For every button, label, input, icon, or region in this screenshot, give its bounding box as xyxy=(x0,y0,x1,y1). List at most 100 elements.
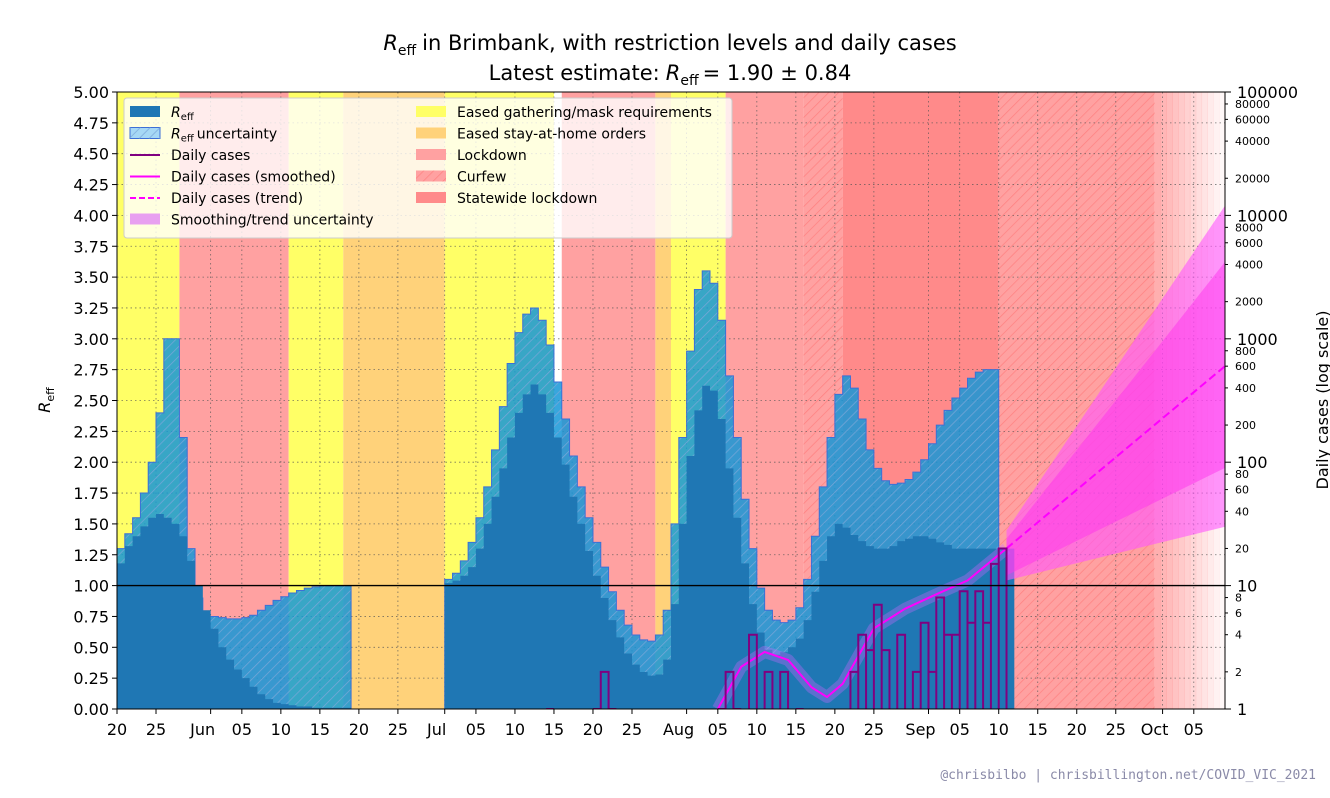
y-left-tick-label: 0.75 xyxy=(73,607,109,626)
y-right-minor-tick-label: 2000 xyxy=(1235,296,1263,309)
y-left-tick-label: 1.25 xyxy=(73,546,109,565)
x-tick-label: 10 xyxy=(271,720,291,739)
y-right-minor-tick-label: 8000 xyxy=(1235,221,1263,234)
legend-swatch-hatch xyxy=(130,127,160,139)
y-axis-left: 0.00 0.25 0.50 0.75 1.00 1.25 1.50 1.75 2.00 2.25… xyxy=(73,83,117,719)
x-tick-label: 05 xyxy=(1184,720,1204,739)
y-left-tick-label: 4.25 xyxy=(73,176,109,195)
y-right-minor-tick-label: 2 xyxy=(1235,666,1242,679)
x-tick-label: Jun xyxy=(189,720,215,739)
y-left-tick-label: 4.00 xyxy=(73,206,109,225)
y-left-tick-label: 1.00 xyxy=(73,577,109,596)
legend-swatch xyxy=(130,106,160,117)
x-tick-label: 25 xyxy=(864,720,884,739)
x-tick-label: 25 xyxy=(146,720,166,739)
y-left-tick-label: 3.00 xyxy=(73,330,109,349)
y-right-minor-tick-label: 4 xyxy=(1235,629,1242,642)
legend-swatch xyxy=(416,149,446,160)
legend-swatch xyxy=(416,106,446,117)
legend-label: Eased stay-at-home orders xyxy=(457,127,646,143)
y-left-tick-label: 5.00 xyxy=(73,83,109,102)
x-tick-label: 20 xyxy=(583,720,603,739)
daily-cases xyxy=(546,205,1225,709)
y-left-tick-label: 2.50 xyxy=(73,392,109,411)
x-tick-label: 05 xyxy=(950,720,970,739)
y-right-minor-tick-label: 80000 xyxy=(1235,98,1270,111)
legend-label: Reff uncertainty xyxy=(171,127,277,145)
x-tick-label: 25 xyxy=(388,720,408,739)
y-left-tick-label: 4.75 xyxy=(73,114,109,133)
x-tick-label: 10 xyxy=(747,720,767,739)
x-tick-label: 25 xyxy=(622,720,642,739)
y-right-minor-tick-label: 20000 xyxy=(1235,172,1270,185)
legend-label: Eased gathering/mask requirements xyxy=(457,105,712,121)
x-tick-label: 05 xyxy=(232,720,252,739)
y-right-minor-tick-label: 60 xyxy=(1235,484,1249,497)
x-tick-label: 10 xyxy=(989,720,1009,739)
legend-label: Smoothing/trend uncertainty xyxy=(171,213,374,229)
legend-label: Statewide lockdown xyxy=(457,191,597,207)
y-left-tick-label: 3.75 xyxy=(73,237,109,256)
reff-area xyxy=(117,270,1015,709)
y-right-minor-tick-label: 60000 xyxy=(1235,113,1270,126)
x-tick-label: Sep xyxy=(905,720,935,739)
daily-cases-steps xyxy=(546,547,1008,709)
legend-label: Daily cases (trend) xyxy=(171,191,303,207)
y-left-tick-label: 2.00 xyxy=(73,453,109,472)
x-tick-label: 20 xyxy=(825,720,845,739)
legend-swatch xyxy=(416,127,446,139)
legend-label: Daily cases (smoothed) xyxy=(171,170,336,186)
x-tick-label: 20 xyxy=(349,720,369,739)
y-axis-right: 1 10 100 1000 10000 100000 2 4 6 8 20 40 60 80 200 400 6… xyxy=(1225,83,1298,719)
x-tick-label: Oct xyxy=(1141,720,1169,739)
legend: Reff Reff uncertainty Daily cases Daily case… xyxy=(123,97,733,239)
y-right-minor-tick-label: 600 xyxy=(1235,360,1256,373)
credit-text: @chrisbilbo | chrisbillington.net/COVID_… xyxy=(940,768,1316,783)
x-tick-label: 10 xyxy=(505,720,525,739)
y-left-tick-label: 2.75 xyxy=(73,361,109,380)
legend-swatch xyxy=(130,213,160,225)
x-tick-label: 25 xyxy=(1106,720,1126,739)
x-tick-label: 20 xyxy=(1067,720,1087,739)
x-tick-label: Jul xyxy=(426,720,446,739)
y-left-tick-label: 3.25 xyxy=(73,299,109,318)
y-right-major-tick-label: 100000 xyxy=(1237,83,1298,102)
reff-uncertainty-edge xyxy=(117,270,1000,709)
y-left-tick-label: 0.25 xyxy=(73,669,109,688)
y-right-major-tick-label: 100 xyxy=(1237,453,1268,472)
x-tick-label: 05 xyxy=(708,720,728,739)
y-axis-right-label: Daily cases (log scale) xyxy=(1313,311,1330,490)
y-right-major-tick-label: 10 xyxy=(1237,577,1257,596)
trend-inner-band xyxy=(1006,261,1225,576)
chart-title: Reff in Brimbank, with restriction levels… xyxy=(383,31,956,59)
y-right-minor-tick-label: 800 xyxy=(1235,345,1256,358)
x-tick-label: 15 xyxy=(786,720,806,739)
y-left-tick-label: 1.75 xyxy=(73,484,109,503)
y-right-major-tick-label: 1000 xyxy=(1237,330,1278,349)
y-right-minor-tick-label: 4000 xyxy=(1235,259,1263,272)
y-right-major-tick-label: 10000 xyxy=(1237,206,1288,225)
y-left-tick-label: 4.50 xyxy=(73,145,109,164)
reff-estimate-area xyxy=(117,384,1015,709)
x-tick-label: Aug xyxy=(663,720,694,739)
legend-swatch xyxy=(416,192,446,203)
y-right-minor-tick-label: 8 xyxy=(1235,592,1242,605)
y-right-minor-tick-label: 6000 xyxy=(1235,237,1263,250)
y-right-minor-tick-label: 200 xyxy=(1235,419,1256,432)
x-tick-label: 20 xyxy=(107,720,127,739)
y-left-tick-label: 2.25 xyxy=(73,422,109,441)
y-left-tick-label: 0.50 xyxy=(73,638,109,657)
y-right-minor-tick-label: 40 xyxy=(1235,505,1249,518)
y-right-major-tick-label: 1 xyxy=(1237,700,1247,719)
y-right-minor-tick-label: 6 xyxy=(1235,607,1242,620)
legend-label: Curfew xyxy=(457,170,506,186)
y-left-tick-label: 1.50 xyxy=(73,515,109,534)
daily-cases-smoothed-line xyxy=(716,547,1008,709)
x-tick-label: 15 xyxy=(310,720,330,739)
x-tick-label: 05 xyxy=(466,720,486,739)
x-tick-label: 15 xyxy=(1028,720,1048,739)
y-right-minor-tick-label: 40000 xyxy=(1235,135,1270,148)
legend-label: Daily cases xyxy=(171,148,250,164)
y-axis-left-label: Reff xyxy=(35,387,57,413)
